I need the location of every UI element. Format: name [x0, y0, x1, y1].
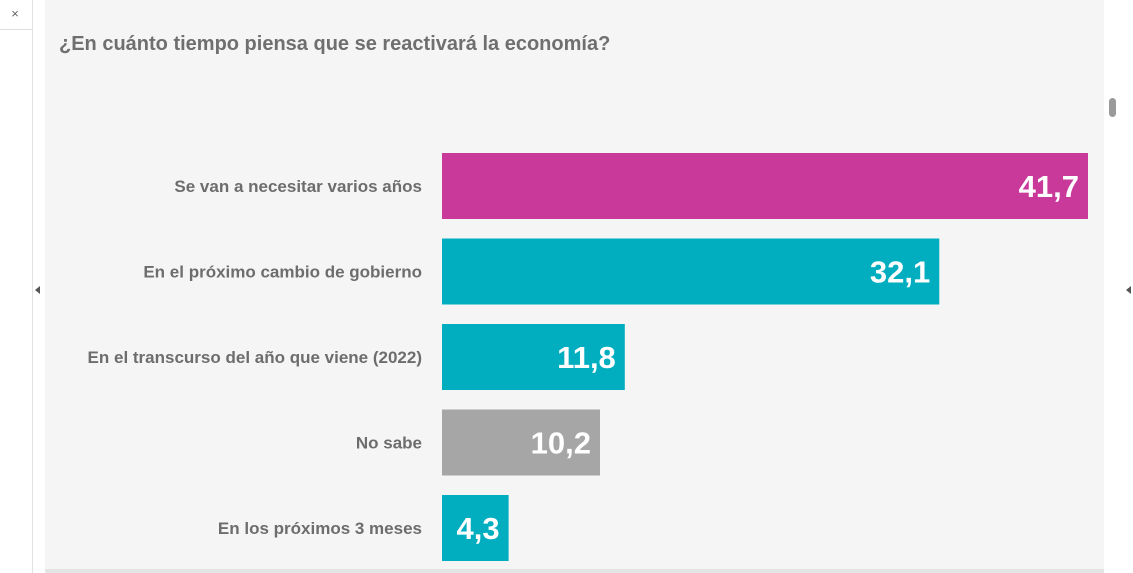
value-label-2: 32,1 — [870, 255, 930, 290]
bar-3 — [442, 324, 625, 390]
panel-divider — [0, 29, 32, 30]
category-label-3: En el transcurso del año que viene (2022… — [88, 348, 422, 367]
category-label-5: En los próximos 3 meses — [218, 519, 422, 538]
category-label-2: En el próximo cambio de gobierno — [143, 263, 422, 282]
slide-bottom-edge — [45, 569, 1104, 573]
scrollbar-track[interactable] — [1104, 0, 1122, 573]
bar-5 — [442, 495, 509, 561]
category-label-4: No sabe — [356, 434, 422, 453]
right-arrow-icon[interactable] — [1126, 286, 1131, 294]
bar-1 — [442, 153, 1088, 219]
bar-2 — [442, 238, 940, 305]
left-panel-strip: × — [0, 0, 33, 573]
close-icon[interactable]: × — [11, 6, 19, 21]
scrollbar-thumb[interactable] — [1109, 98, 1116, 117]
value-label-5: 4,3 — [457, 511, 500, 546]
chart-title: ¿En cuánto tiempo piensa que se reactiva… — [59, 33, 611, 55]
value-label-1: 41,7 — [1019, 169, 1079, 204]
category-label-1: Se van a necesitar varios años — [174, 177, 422, 196]
left-arrow-icon[interactable] — [35, 286, 40, 294]
bar-4 — [442, 409, 601, 476]
value-label-3: 11,8 — [557, 340, 616, 375]
value-label-4: 10,2 — [531, 426, 591, 461]
